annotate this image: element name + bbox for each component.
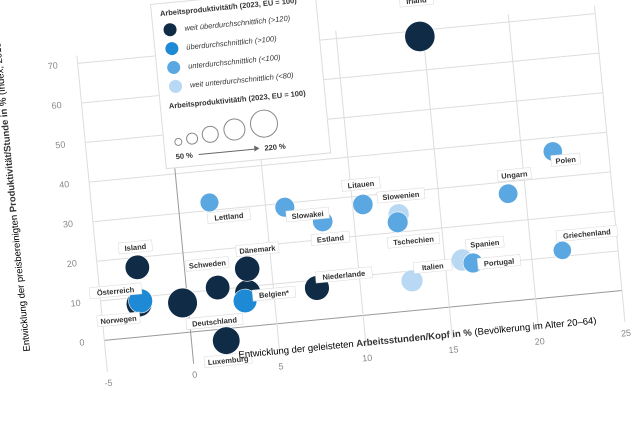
data-point <box>205 275 231 301</box>
data-label: Ungarn <box>501 169 528 181</box>
data-label-box <box>185 256 230 272</box>
data-label: Dänemark <box>239 243 277 256</box>
chart-stage: 0 10 20 30 40 50 60 70 -5 0 5 10 15 20 25 Irland Polen Un… <box>0 0 633 392</box>
y-tick-label: 30 <box>63 219 74 230</box>
legend-swatch <box>166 60 181 75</box>
data-point <box>352 194 374 215</box>
data-label-box <box>310 230 351 247</box>
legend-swatch <box>162 22 178 37</box>
data-point <box>167 287 198 319</box>
data-label-box <box>285 206 330 223</box>
legend-label: weit unterdurchschnittlich (<80) <box>189 70 294 90</box>
data-point <box>404 21 436 52</box>
data-label: Irland <box>406 0 428 6</box>
data-point <box>199 192 220 213</box>
data-point <box>498 183 519 204</box>
x-tick-label: 25 <box>621 328 632 339</box>
data-label-box <box>203 351 253 369</box>
x-tick-label: 15 <box>448 344 459 355</box>
data-label-box <box>341 176 381 192</box>
data-label: Polen <box>555 155 577 166</box>
data-label-box <box>117 239 153 255</box>
y-tick-label: 70 <box>47 60 58 71</box>
data-label-box <box>464 235 505 251</box>
data-label: Island <box>124 242 147 253</box>
data-label: Niederlande <box>322 269 366 282</box>
data-label: Portugal <box>484 257 515 269</box>
legend-label: unterdurchschnittlich (<100) <box>187 52 281 71</box>
data-point <box>400 269 424 293</box>
data-label: Schweden <box>188 258 226 271</box>
data-point <box>387 211 409 233</box>
data-label: Lettland <box>214 211 244 223</box>
scale-arrow <box>198 148 259 156</box>
data-label-box <box>550 152 581 167</box>
size-circle <box>185 132 199 146</box>
legend: Arbeitsproduktivität/h (2023, EU = 100) … <box>150 0 332 170</box>
x-gridline <box>594 5 626 323</box>
x-tick-label: 20 <box>534 336 545 347</box>
x-tick-label: 0 <box>192 369 198 379</box>
data-point <box>124 254 150 280</box>
data-label-box <box>398 0 434 8</box>
y-tick-label: 10 <box>70 298 81 309</box>
size-circle <box>173 137 183 147</box>
data-label: Deutschland <box>192 315 238 328</box>
data-label-box <box>185 312 244 330</box>
data-label-box <box>496 167 532 182</box>
data-label: Slowakei <box>291 209 324 221</box>
data-label-box <box>376 187 426 204</box>
x-tick-label: 10 <box>362 353 373 364</box>
legend-swatch <box>164 41 179 56</box>
data-label: Italien <box>422 261 445 272</box>
data-label-box <box>386 232 441 249</box>
y-tick-label: 60 <box>51 100 62 111</box>
data-label: Litauen <box>347 179 375 191</box>
data-point <box>234 255 261 282</box>
data-label: Norwegen <box>100 314 137 326</box>
legend-swatch <box>168 79 183 94</box>
legend-label: überdurchschnittlich (>100) <box>185 34 278 52</box>
y-tick-label: 40 <box>59 179 70 190</box>
x-tick-label: 5 <box>278 361 284 371</box>
size-max-label: 220 % <box>264 141 287 153</box>
data-label: Spanien <box>470 238 500 250</box>
y-tick-label: 0 <box>79 337 85 347</box>
size-min-label: 50 % <box>175 150 194 162</box>
size-circle <box>200 125 220 144</box>
x-tick-label: -5 <box>104 378 113 389</box>
data-label: Österreich <box>96 285 135 298</box>
x-gridline <box>421 22 453 339</box>
data-label-box <box>206 208 252 225</box>
data-label: Slowenien <box>382 190 420 203</box>
data-label-box <box>251 285 297 302</box>
data-label: Belgien* <box>259 288 290 300</box>
y-tick-label: 50 <box>55 139 66 150</box>
data-label-box <box>88 282 143 300</box>
data-label-box <box>555 224 619 243</box>
y-tick-label: 20 <box>66 258 77 269</box>
data-label-box <box>412 258 453 274</box>
data-label: Tschechien <box>393 234 435 247</box>
data-label-box <box>96 311 141 328</box>
data-label-box <box>476 254 522 270</box>
data-label: Estland <box>317 233 345 245</box>
size-circle <box>222 117 247 142</box>
size-circle <box>248 108 280 139</box>
data-label-box <box>235 241 280 258</box>
data-label: Luxemburg <box>207 354 249 367</box>
data-label-box <box>314 266 373 284</box>
legend-label: weit überdurchschnittlich (>120) <box>184 13 291 33</box>
